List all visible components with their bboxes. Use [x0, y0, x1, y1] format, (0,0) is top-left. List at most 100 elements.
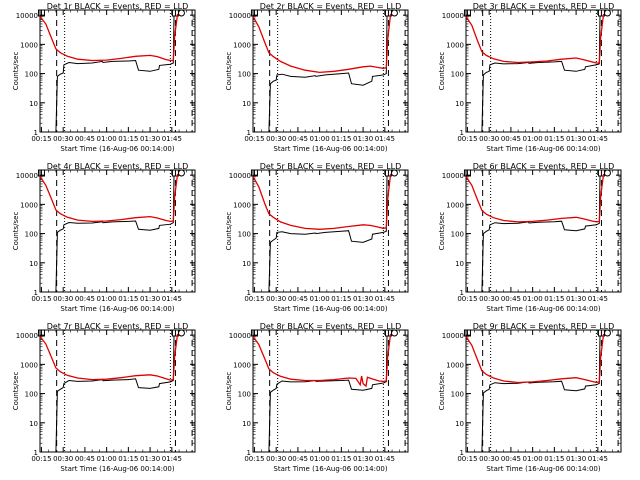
- chart-panel-9: Det 9r BLACK = Events, RED = LLD 1 10 100 10…: [438, 322, 622, 473]
- x-tick-label: 01:00: [97, 455, 117, 463]
- lld-series-line: [252, 173, 392, 230]
- x-tick-label: 01:30: [353, 295, 373, 303]
- events-series-line: [481, 336, 601, 453]
- x-tick-label: 00:45: [288, 135, 308, 143]
- x-axis-label: Start Time (16-Aug-06 00:14:00): [486, 305, 600, 313]
- events-series-line: [268, 176, 388, 293]
- y-tick-label: 1000: [20, 41, 38, 49]
- y-tick-label: 100: [238, 231, 251, 239]
- x-tick-label: 01:45: [588, 455, 608, 463]
- square-marker: [463, 329, 471, 337]
- square-marker: [463, 9, 471, 17]
- x-tick-label: 00:30: [53, 295, 73, 303]
- lld-series-line: [465, 173, 605, 223]
- events-series-line: [481, 176, 601, 293]
- lld-series-line: [39, 173, 179, 223]
- x-tick-label: 00:30: [266, 135, 286, 143]
- y-tick-label: 10: [242, 420, 251, 428]
- lld-series-line: [465, 13, 605, 64]
- x-tick-label: 01:00: [523, 455, 543, 463]
- circle-marker: [177, 329, 185, 337]
- x-tick-label: 01:00: [97, 135, 117, 143]
- plot-frame: [465, 329, 622, 453]
- chart-panel-6: Det 6r BLACK = Events, RED = LLD 1 10 100 10…: [438, 162, 622, 313]
- y-tick-label: 1: [34, 129, 38, 137]
- y-axis-label: Counts/sec: [438, 212, 446, 251]
- chart-panel-4: Det 4r BLACK = Events, RED = LLD 1 10 100 10…: [12, 162, 196, 313]
- y-tick-label: 10000: [442, 332, 464, 340]
- y-tick-label: 1: [460, 129, 464, 137]
- chart-title: Det 1r BLACK = Events, RED = LLD: [47, 2, 189, 11]
- x-tick-label: 01:00: [523, 295, 543, 303]
- plot-frame: [252, 329, 409, 453]
- y-tick-label: 1: [34, 289, 38, 297]
- x-tick-label: 01:45: [588, 135, 608, 143]
- chart-title: Det 8r BLACK = Events, RED = LLD: [260, 322, 402, 331]
- x-axis-label: Start Time (16-Aug-06 00:14:00): [273, 305, 387, 313]
- y-tick-label: 1: [247, 289, 251, 297]
- plot-frame: [39, 169, 196, 293]
- x-axis-label: Start Time (16-Aug-06 00:14:00): [60, 145, 174, 153]
- y-tick-label: 1: [34, 449, 38, 457]
- x-tick-label: 00:45: [501, 135, 521, 143]
- y-tick-label: 1000: [233, 201, 251, 209]
- x-tick-label: 01:15: [331, 455, 351, 463]
- x-axis-label: Start Time (16-Aug-06 00:14:00): [60, 465, 174, 473]
- square-marker: [463, 169, 471, 177]
- y-tick-label: 10000: [229, 332, 251, 340]
- x-tick-label: 00:15: [31, 455, 51, 463]
- x-tick-label: 01:30: [566, 455, 586, 463]
- x-tick-label: 00:15: [31, 295, 51, 303]
- chart-title: Det 4r BLACK = Events, RED = LLD: [47, 162, 189, 171]
- x-tick-label: 00:45: [75, 295, 95, 303]
- y-tick-label: 10000: [16, 12, 38, 20]
- y-tick-label: 1000: [446, 361, 464, 369]
- y-tick-label: 1000: [20, 361, 38, 369]
- x-tick-label: 01:45: [375, 135, 395, 143]
- chart-title: Det 3r BLACK = Events, RED = LLD: [473, 2, 615, 11]
- x-tick-label: 01:30: [353, 135, 373, 143]
- x-tick-label: 00:30: [266, 295, 286, 303]
- y-axis-label: Counts/sec: [12, 212, 20, 251]
- x-tick-label: 01:00: [523, 135, 543, 143]
- chart-panel-1: Det 1r BLACK = Events, RED = LLD 1 10 100 10…: [12, 2, 196, 153]
- x-tick-label: 00:45: [501, 295, 521, 303]
- x-tick-label: 00:30: [479, 295, 499, 303]
- lld-series-line: [39, 13, 179, 62]
- x-tick-label: 01:30: [140, 135, 160, 143]
- x-tick-label: 00:15: [31, 135, 51, 143]
- y-tick-label: 10000: [16, 172, 38, 180]
- x-tick-label: 01:30: [566, 295, 586, 303]
- y-axis-label: Counts/sec: [225, 372, 233, 411]
- x-tick-label: 01:30: [140, 295, 160, 303]
- y-tick-label: 10: [29, 420, 38, 428]
- x-tick-label: 01:15: [544, 135, 564, 143]
- x-tick-label: 01:45: [588, 295, 608, 303]
- y-axis-label: Counts/sec: [438, 52, 446, 91]
- y-tick-label: 1: [460, 289, 464, 297]
- chart-panel-3: Det 3r BLACK = Events, RED = LLD 1 10 100 10…: [438, 2, 622, 153]
- y-tick-label: 1000: [233, 361, 251, 369]
- x-tick-label: 01:45: [162, 295, 182, 303]
- lld-series-line: [465, 333, 605, 384]
- x-tick-label: 00:45: [288, 455, 308, 463]
- plot-frame: [465, 169, 622, 293]
- x-tick-label: 00:45: [501, 455, 521, 463]
- y-tick-label: 10: [455, 420, 464, 428]
- square-marker: [250, 169, 258, 177]
- x-tick-label: 01:45: [375, 295, 395, 303]
- events-series-line: [268, 16, 388, 133]
- chart-title: Det 6r BLACK = Events, RED = LLD: [473, 162, 615, 171]
- plot-frame: [39, 9, 196, 133]
- circle-marker: [177, 169, 185, 177]
- x-axis-label: Start Time (16-Aug-06 00:14:00): [60, 305, 174, 313]
- events-series-line: [268, 336, 388, 453]
- y-tick-label: 1000: [446, 41, 464, 49]
- x-axis-label: Start Time (16-Aug-06 00:14:00): [273, 145, 387, 153]
- y-tick-label: 10000: [442, 172, 464, 180]
- y-axis-label: Counts/sec: [12, 52, 20, 91]
- x-tick-label: 01:00: [310, 455, 330, 463]
- y-tick-label: 10: [455, 100, 464, 108]
- x-tick-label: 01:15: [331, 295, 351, 303]
- x-tick-label: 01:00: [310, 135, 330, 143]
